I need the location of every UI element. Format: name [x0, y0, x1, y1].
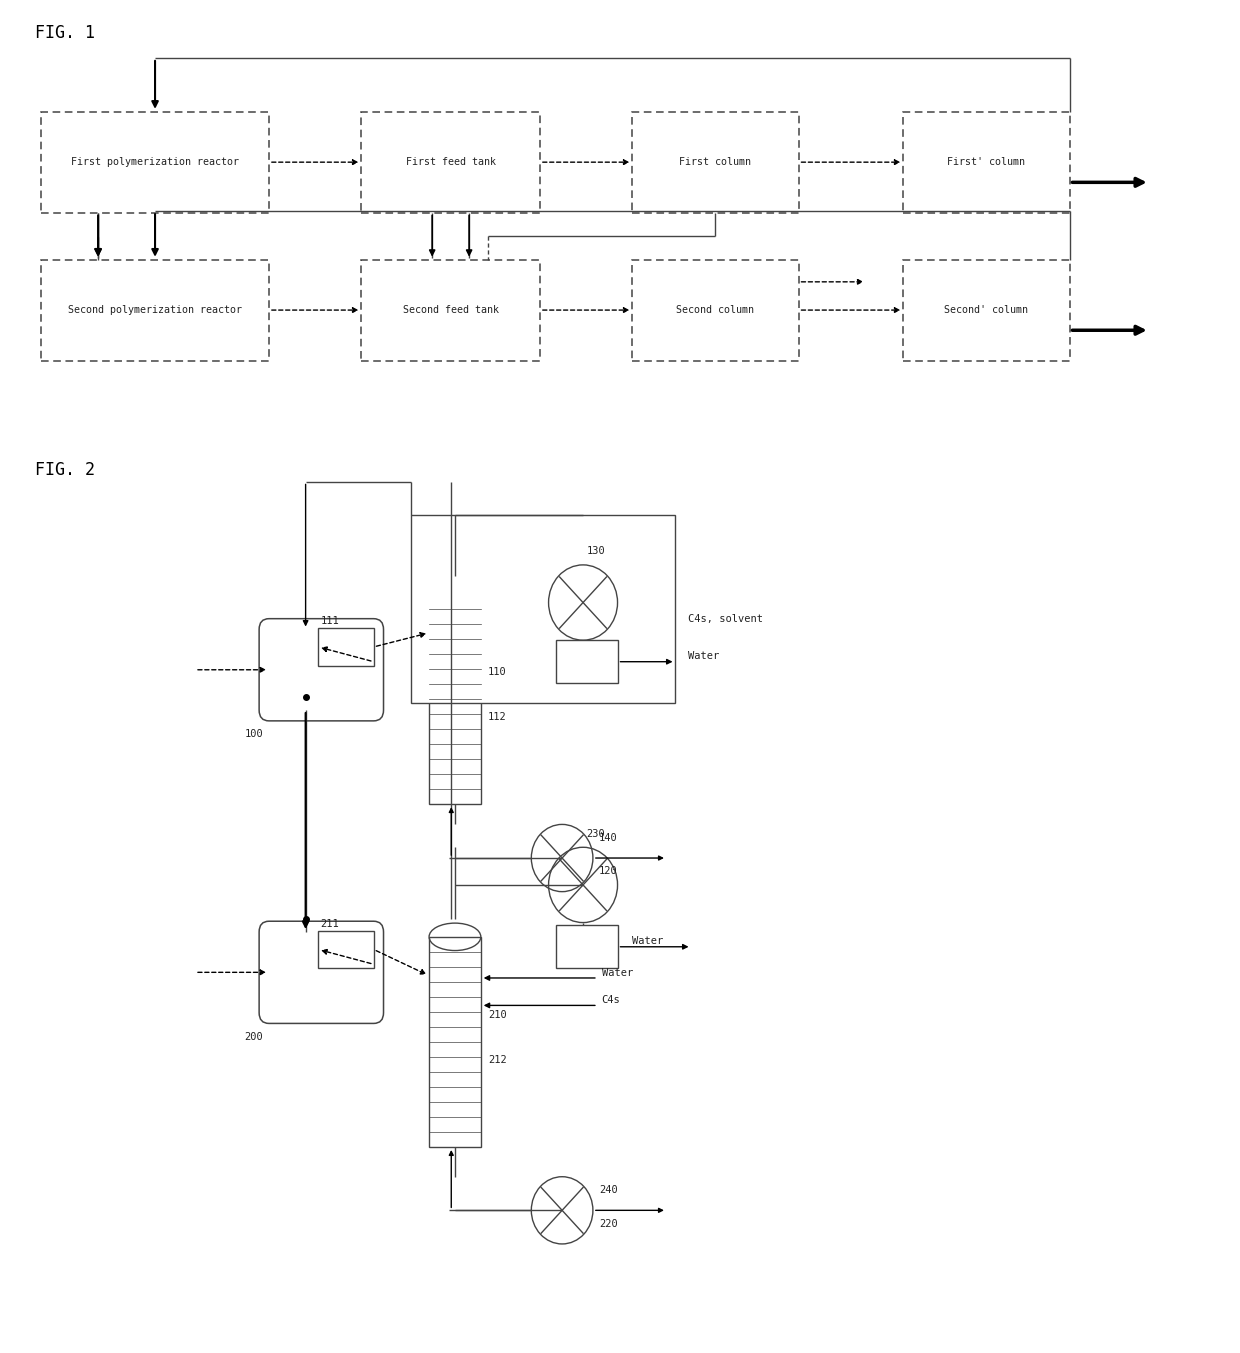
Text: First feed tank: First feed tank	[405, 157, 496, 168]
Text: 210: 210	[489, 1009, 507, 1020]
Text: 111: 111	[321, 617, 340, 626]
Text: 211: 211	[321, 919, 340, 930]
Text: First column: First column	[680, 157, 751, 168]
Text: Water: Water	[632, 936, 663, 946]
Text: 110: 110	[489, 667, 507, 676]
Bar	[632, 260, 799, 360]
Text: First' column: First' column	[947, 157, 1025, 168]
Text: C4s, solvent: C4s, solvent	[688, 614, 763, 624]
Bar	[361, 260, 539, 360]
Text: 130: 130	[587, 547, 605, 556]
Text: 212: 212	[489, 1055, 507, 1065]
Text: Second feed tank: Second feed tank	[403, 304, 498, 315]
Bar	[429, 594, 481, 804]
Bar	[41, 112, 269, 212]
Bar	[903, 260, 1070, 360]
Text: Second' column: Second' column	[945, 304, 1028, 315]
Bar	[41, 260, 269, 360]
Bar	[361, 112, 539, 212]
FancyBboxPatch shape	[259, 618, 383, 721]
Text: 230: 230	[587, 829, 605, 839]
Text: Water: Water	[601, 967, 632, 978]
Bar	[319, 628, 373, 666]
Bar	[410, 515, 676, 704]
Text: 240: 240	[599, 1185, 618, 1195]
Bar	[556, 640, 618, 683]
Bar	[429, 936, 481, 1147]
Text: FIG. 1: FIG. 1	[35, 24, 95, 42]
FancyBboxPatch shape	[259, 921, 383, 1023]
Text: FIG. 2: FIG. 2	[35, 461, 95, 479]
Bar	[903, 112, 1070, 212]
Bar	[319, 931, 373, 969]
Text: Second column: Second column	[677, 304, 754, 315]
Text: C4s: C4s	[601, 994, 620, 1005]
Bar	[632, 112, 799, 212]
Text: Water: Water	[688, 651, 719, 662]
Text: 220: 220	[599, 1219, 618, 1229]
Text: 112: 112	[489, 713, 507, 723]
Text: 200: 200	[244, 1032, 263, 1042]
Text: 100: 100	[244, 729, 263, 739]
Text: 140: 140	[599, 833, 618, 843]
Text: 120: 120	[599, 866, 618, 877]
Text: Second polymerization reactor: Second polymerization reactor	[68, 304, 242, 315]
Text: First polymerization reactor: First polymerization reactor	[71, 157, 239, 168]
Bar	[556, 925, 618, 969]
